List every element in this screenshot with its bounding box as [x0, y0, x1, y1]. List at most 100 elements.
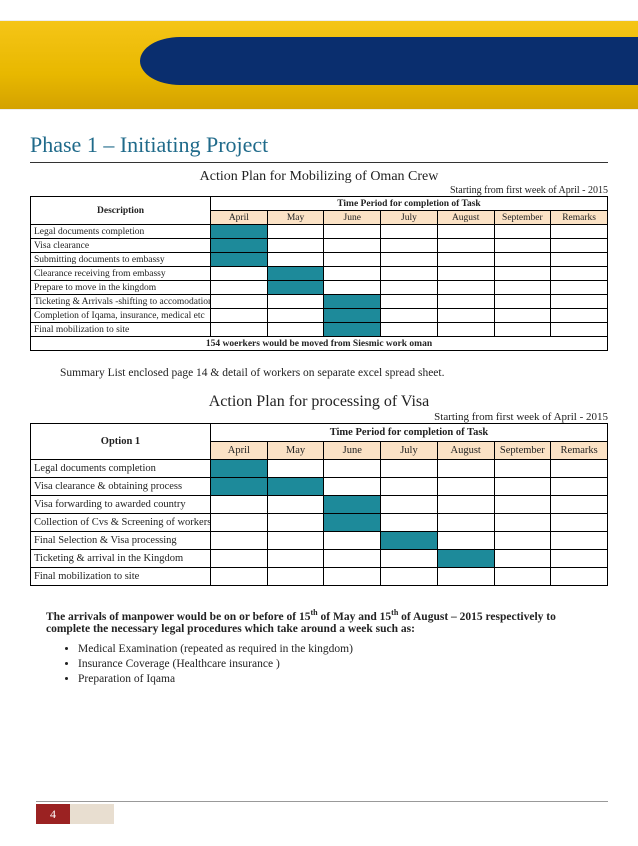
gantt-cell	[381, 550, 438, 568]
gantt-cell	[551, 267, 608, 281]
gantt-cell	[267, 478, 324, 496]
gantt-cell	[437, 281, 494, 295]
gantt-cell	[381, 295, 438, 309]
row-label: Final mobilization to site	[31, 323, 211, 337]
gantt-cell	[381, 460, 438, 478]
month-header: April	[211, 211, 268, 225]
gantt-cell	[494, 478, 551, 496]
gantt-cell	[267, 532, 324, 550]
gantt-cell	[494, 239, 551, 253]
divider	[30, 162, 608, 163]
gantt-cell	[324, 496, 381, 514]
gantt-cell	[494, 309, 551, 323]
gantt-cell	[324, 225, 381, 239]
gantt-cell	[324, 281, 381, 295]
row-label: Ticketing & Arrivals -shifting to accomo…	[31, 295, 211, 309]
row-label: Legal documents completion	[31, 225, 211, 239]
gantt-cell	[211, 478, 268, 496]
month-header: July	[381, 211, 438, 225]
gantt-cell	[381, 253, 438, 267]
gantt-cell	[324, 309, 381, 323]
gantt-cell	[211, 309, 268, 323]
table-row: Final mobilization to site	[31, 568, 608, 586]
gantt-cell	[211, 281, 268, 295]
t1-period-header: Time Period for completion of Task	[211, 197, 608, 211]
gantt-cell	[211, 295, 268, 309]
list-item: Preparation of Iqama	[78, 673, 608, 685]
gantt-cell	[381, 267, 438, 281]
gantt-cell	[437, 532, 494, 550]
gantt-cell	[324, 239, 381, 253]
gantt-cell	[381, 496, 438, 514]
table2-title: Action Plan for processing of Visa	[30, 393, 608, 411]
month-header: Remarks	[551, 211, 608, 225]
t1-desc-header: Description	[31, 197, 211, 225]
gantt-cell	[437, 253, 494, 267]
gantt-cell	[437, 478, 494, 496]
t1-footer: 154 woerkers would be moved from Siesmic…	[31, 337, 608, 351]
month-header: Remarks	[551, 442, 608, 460]
row-label: Visa forwarding to awarded country	[31, 496, 211, 514]
gantt-cell	[381, 568, 438, 586]
page-number: 4	[36, 804, 70, 824]
row-label: Legal documents completion	[31, 460, 211, 478]
table-row: Final mobilization to site	[31, 323, 608, 337]
gantt-cell	[551, 239, 608, 253]
gantt-cell	[267, 295, 324, 309]
row-label: Visa clearance & obtaining process	[31, 478, 211, 496]
month-header: September	[494, 211, 551, 225]
gantt-cell	[267, 514, 324, 532]
row-label: Prepare to move in the kingdom	[31, 281, 211, 295]
t2-period-header: Time Period for completion of Task	[211, 424, 608, 442]
gantt-cell	[494, 281, 551, 295]
gantt-cell	[267, 568, 324, 586]
gantt-cell	[267, 225, 324, 239]
table-row: Visa clearance	[31, 239, 608, 253]
gantt-cell	[494, 323, 551, 337]
row-label: Final Selection & Visa processing	[31, 532, 211, 550]
gantt-cell	[324, 323, 381, 337]
gantt-cell	[381, 323, 438, 337]
gantt-cell	[211, 239, 268, 253]
gantt-cell	[381, 309, 438, 323]
list-item: Insurance Coverage (Healthcare insurance…	[78, 658, 608, 670]
gantt-cell	[551, 550, 608, 568]
row-label: Completion of Iqama, insurance, medical …	[31, 309, 211, 323]
table-row: Final Selection & Visa processing	[31, 532, 608, 550]
month-header: September	[494, 442, 551, 460]
month-header: June	[324, 211, 381, 225]
closing-bullets: Medical Examination (repeated as require…	[78, 643, 608, 685]
table-row: Visa clearance & obtaining process	[31, 478, 608, 496]
gantt-cell	[494, 225, 551, 239]
header-blue-ribbon	[140, 37, 638, 85]
gantt-cell	[324, 514, 381, 532]
gantt-cell	[324, 253, 381, 267]
gantt-cell	[381, 514, 438, 532]
gantt-cell	[551, 478, 608, 496]
table-row: Ticketing & Arrivals -shifting to accomo…	[31, 295, 608, 309]
table-row: Visa forwarding to awarded country	[31, 496, 608, 514]
month-header: April	[211, 442, 268, 460]
gantt-cell	[494, 514, 551, 532]
month-header: August	[437, 211, 494, 225]
gantt-cell	[494, 253, 551, 267]
gantt-cell	[551, 514, 608, 532]
gantt-cell	[211, 496, 268, 514]
gantt-cell	[267, 309, 324, 323]
gantt-cell	[494, 295, 551, 309]
gantt-cell	[211, 323, 268, 337]
gantt-cell	[437, 295, 494, 309]
table1-title: Action Plan for Mobilizing of Oman Crew	[30, 169, 608, 185]
gantt-cell	[437, 239, 494, 253]
gantt-cell	[324, 532, 381, 550]
row-label: Submitting documents to embassy	[31, 253, 211, 267]
page-number-bar	[70, 804, 114, 824]
gantt-cell	[381, 239, 438, 253]
page-footer: 4	[36, 804, 114, 824]
gantt-cell	[551, 253, 608, 267]
gantt-cell	[551, 309, 608, 323]
row-label: Visa clearance	[31, 239, 211, 253]
gantt-cell	[551, 225, 608, 239]
gantt-cell	[211, 267, 268, 281]
gantt-cell	[324, 478, 381, 496]
